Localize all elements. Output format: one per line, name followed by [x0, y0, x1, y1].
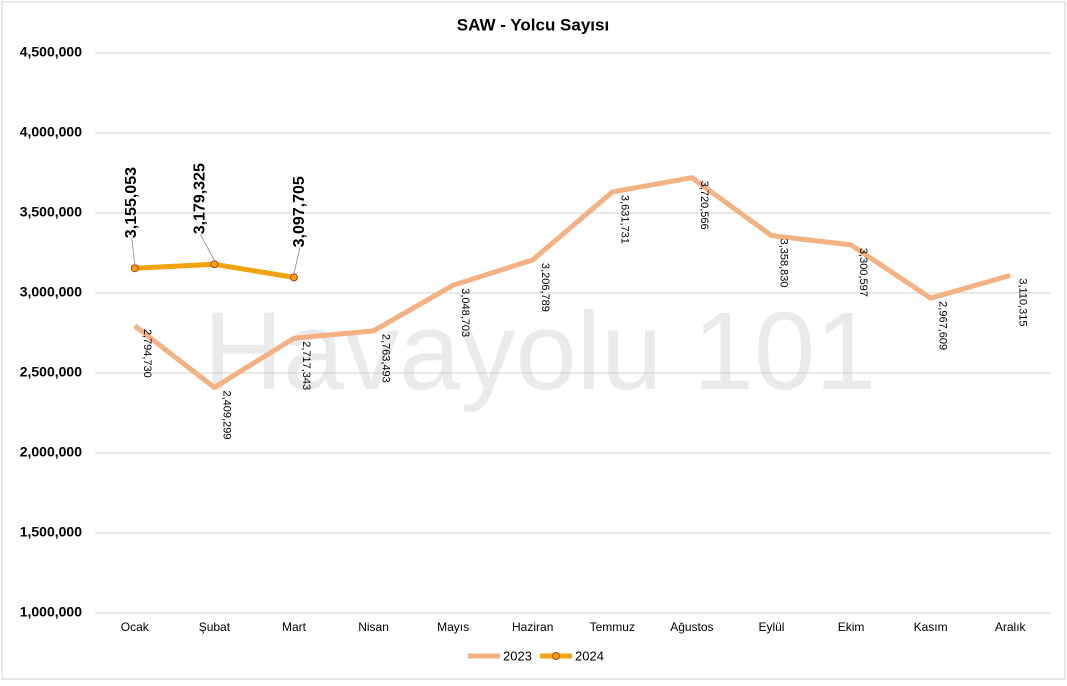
legend-label: 2023 — [503, 648, 532, 663]
marker — [130, 264, 139, 273]
y-tick-label: 1,500,000 — [20, 524, 82, 540]
data-label: 3,179,325 — [192, 163, 209, 234]
x-tick-label: Eylül — [758, 620, 784, 634]
y-tick-label: 3,000,000 — [20, 284, 82, 300]
x-tick-label: Kasım — [914, 620, 948, 634]
watermark: Havayolu 101 — [204, 290, 877, 413]
legend-marker — [552, 652, 560, 660]
leader-line — [131, 238, 136, 265]
data-label: 3,097,705 — [291, 176, 308, 247]
data-label: 3,155,053 — [123, 167, 140, 238]
y-tick-label: 1,000,000 — [20, 604, 82, 620]
x-tick-label: Haziran — [512, 620, 553, 634]
x-tick-label: Mart — [282, 620, 307, 634]
x-tick-label: Şubat — [199, 620, 231, 634]
y-tick-label: 3,500,000 — [20, 204, 82, 220]
legend-label: 2024 — [575, 648, 604, 663]
series-line — [133, 175, 1011, 391]
data-label: 3,720,566 — [698, 181, 710, 230]
x-tick-label: Ocak — [121, 620, 150, 634]
x-tick-label: Ekim — [838, 620, 865, 634]
marker — [289, 273, 298, 282]
data-label: 2,409,299 — [220, 391, 232, 440]
leader-line — [293, 247, 301, 274]
data-label: 2,763,493 — [380, 334, 392, 383]
data-label: 3,300,597 — [857, 248, 869, 297]
data-label: 3,631,731 — [618, 195, 630, 244]
marker — [210, 260, 219, 269]
data-label: 2,967,609 — [937, 301, 949, 350]
data-label: 3,206,789 — [539, 263, 551, 312]
data-label: 3,358,830 — [778, 239, 790, 288]
x-tick-label: Temmuz — [590, 620, 635, 634]
chart-title: SAW - Yolcu Sayısı — [457, 15, 609, 34]
x-tick-label: Nisan — [358, 620, 389, 634]
x-tick-label: Ağustos — [670, 620, 713, 634]
data-label: 3,110,315 — [1016, 278, 1028, 326]
y-tick-label: 4,500,000 — [20, 44, 82, 60]
data-label: 3,048,703 — [459, 288, 471, 337]
data-label: 2,794,730 — [141, 329, 153, 378]
leader-line — [200, 234, 215, 261]
y-tick-label: 2,500,000 — [20, 364, 82, 380]
data-label: 2,717,343 — [300, 341, 312, 390]
y-tick-label: 4,000,000 — [20, 124, 82, 140]
x-tick-label: Mayıs — [437, 620, 469, 634]
x-tick-label: Aralık — [995, 620, 1027, 634]
y-tick-label: 2,000,000 — [20, 444, 82, 460]
